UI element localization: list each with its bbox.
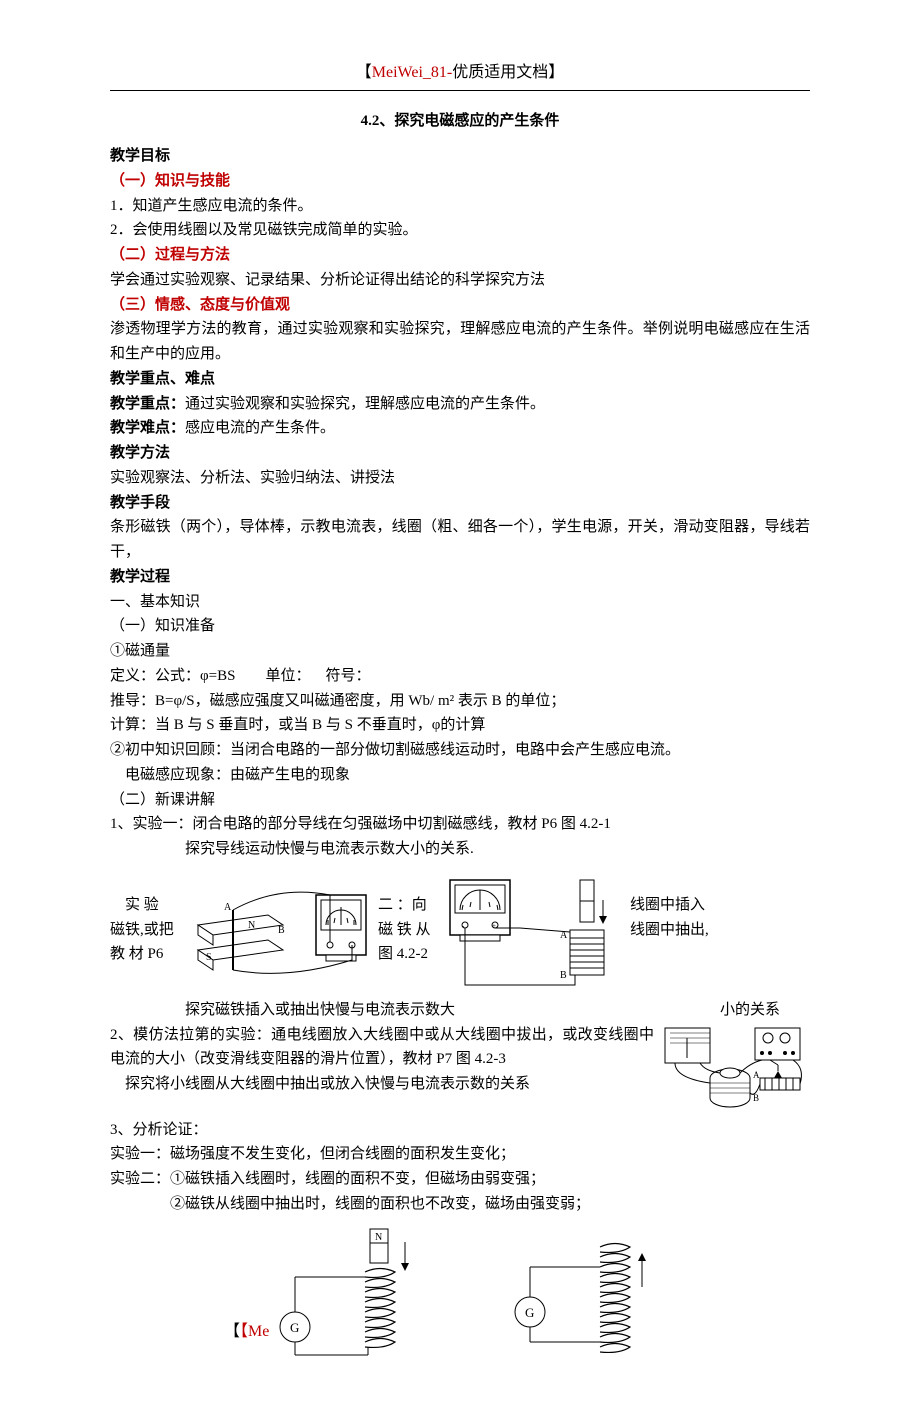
exp3-l2: 探究将小线圈从大线圈中抽出或放入快慢与电流表示数的关系 xyxy=(110,1072,654,1097)
exp2-left1: 实 验 xyxy=(110,893,178,918)
exp3-l1: 2、模仿法拉第的实验：通电线圈放入大线圈中或从大线圈中拔出，或改变线圈中电流的大… xyxy=(110,1023,654,1073)
exp1-l1: 1、实验一：闭合电路的部分导线在匀强磁场中切割磁感线，教材 P6 图 4.2-1 xyxy=(110,812,810,837)
process-a2: （二）新课讲解 xyxy=(110,788,810,813)
header-rule xyxy=(110,90,810,91)
process-a1: （一）知识准备 xyxy=(110,614,810,639)
brand-text: MeiWei_81- xyxy=(372,64,452,81)
exp2-row: 实 验 磁铁,或把 教 材 P6 N S xyxy=(110,870,810,990)
exp2-right2: 线圈中抽出, xyxy=(630,918,709,943)
flux-l5: ②初中知识回顾：当闭合电路的一部分做切割磁感线运动时，电路中会产生感应电流。 xyxy=(110,738,810,763)
focus-p2-label: 教学难点： xyxy=(110,420,185,436)
analysis-l2: 实验一：磁场强度不发生变化，但闭合线圈的面积发生变化； xyxy=(110,1142,810,1167)
focus-p1: 教学重点：通过实验观察和实验探究，理解感应电流的产生条件。 xyxy=(110,392,810,417)
goals-sub3: （三）情感、态度与价值观 xyxy=(110,293,810,318)
focus-p2: 教学难点：感应电流的产生条件。 xyxy=(110,416,810,441)
focus-p1-text: 通过实验观察和实验探究，理解感应电流的产生条件。 xyxy=(185,396,545,412)
figure-bottom-left: N G xyxy=(250,1227,450,1367)
process-heading: 教学过程 xyxy=(110,565,810,590)
figure-bottom-left-wrap: N G xyxy=(250,1227,450,1367)
bracket-left: 【 xyxy=(356,64,372,81)
exp1-l2: 探究导线运动快慢与电流表示数大小的关系. xyxy=(110,837,810,862)
document-title: 4.2、探究电磁感应的产生条件 xyxy=(110,109,810,134)
goals-s3-p1: 渗透物理学方法的教育，通过实验观察和实验探究，理解感应电流的产生条件。举例说明电… xyxy=(110,317,810,367)
bottom-figures: N G xyxy=(110,1227,810,1367)
figure-bottom-right: G xyxy=(490,1227,670,1367)
svg-text:+: + xyxy=(492,922,496,930)
svg-text:N: N xyxy=(375,1232,382,1243)
page-header: 【MeiWei_81-优质适用文档】 xyxy=(110,60,810,86)
svg-text:A: A xyxy=(224,902,232,913)
analysis-l3: 实验二：①磁铁插入线圈时，线圈的面积不变，但磁场由弱变强； xyxy=(110,1167,810,1192)
method-p: 实验观察法、分析法、实验归纳法、讲授法 xyxy=(110,466,810,491)
goals-sub2: （二）过程与方法 xyxy=(110,243,810,268)
process-a: 一、基本知识 xyxy=(110,590,810,615)
goals-s2-p1: 学会通过实验观察、记录结果、分析论证得出结论的科学探究方法 xyxy=(110,268,810,293)
flux-l4: 计算：当 B 与 S 垂直时，或当 B 与 S 不垂直时，φ的计算 xyxy=(110,713,810,738)
goals-heading: 教学目标 xyxy=(110,144,810,169)
exp2-mid2: 磁 铁 从 xyxy=(378,918,440,943)
goals-s1-p2: 2．会使用线圈以及常见磁铁完成简单的实验。 xyxy=(110,218,810,243)
exp2-left2: 磁铁,或把 xyxy=(110,918,178,943)
svg-text:G: G xyxy=(525,1305,534,1320)
exp3-text: 2、模仿法拉第的实验：通电线圈放入大线圈中或从大线圈中拔出，或改变线圈中电流的大… xyxy=(110,1023,654,1097)
exp2-right3 xyxy=(630,942,709,967)
footer-brand: 【Me xyxy=(240,1323,269,1340)
exp2-left3: 教 材 P6 xyxy=(110,942,178,967)
analysis-l4: ②磁铁从线圈中抽出时，线圈的面积也不改变，磁场由强变弱； xyxy=(110,1192,810,1217)
svg-text:S: S xyxy=(206,952,212,963)
exp2-mid1: 二 ：向 xyxy=(378,893,440,918)
means-p: 条形磁铁（两个），导体棒，示教电流表，线圈（粗、细各一个），学生电源，开关，滑动… xyxy=(110,515,810,565)
exp2-tail-row: 探究磁铁插入或抽出快慢与电流表示数大 小的关系 xyxy=(110,998,810,1023)
flux-l1: ①磁通量 xyxy=(110,639,810,664)
exp3-section: 2、模仿法拉第的实验：通电线圈放入大线圈中或从大线圈中拔出，或改变线圈中电流的大… xyxy=(110,1023,810,1118)
exp2-tail: 探究磁铁插入或抽出快慢与电流表示数大 xyxy=(110,998,720,1023)
focus-heading: 教学重点、难点 xyxy=(110,367,810,392)
method-heading: 教学方法 xyxy=(110,441,810,466)
exp2-left-col: 实 验 磁铁,或把 教 材 P6 xyxy=(110,893,178,967)
footer-watermark: 【【Me xyxy=(224,1319,269,1345)
goals-s1-p1: 1．知道产生感应电流的条件。 xyxy=(110,194,810,219)
exp2-mid3: 图 4.2-2 xyxy=(378,942,440,967)
svg-text:G: G xyxy=(290,1320,299,1335)
svg-text:B: B xyxy=(560,970,567,981)
header-suffix: 优质适用文档】 xyxy=(452,64,564,81)
exp2-tail-r: 小的关系 xyxy=(720,998,810,1023)
figure-4-2-1: N S A B xyxy=(178,875,378,985)
flux-l6: 电磁感应现象：由磁产生电的现象 xyxy=(110,763,810,788)
flux-l3: 推导：B=φ/S，磁感应强度又叫磁通密度，用 Wb/ m² 表示 B 的单位； xyxy=(110,689,810,714)
goals-sub1: （一）知识与技能 xyxy=(110,169,810,194)
footer-bracket: 【 xyxy=(224,1323,240,1340)
figure-4-2-3: A B xyxy=(660,1023,810,1118)
exp2-right1: 线圈中插入 xyxy=(630,893,709,918)
focus-p2-text: 感应电流的产生条件。 xyxy=(185,420,335,436)
svg-text:N: N xyxy=(248,920,255,931)
means-heading: 教学手段 xyxy=(110,491,810,516)
document-page: 【MeiWei_81-优质适用文档】 4.2、探究电磁感应的产生条件 教学目标 … xyxy=(0,0,920,1407)
exp2-right-col: 线圈中插入 线圈中抽出, xyxy=(630,893,709,967)
analysis-l1: 3、分析论证： xyxy=(110,1118,810,1143)
exp2-mid-col: 二 ：向 磁 铁 从 图 4.2-2 xyxy=(378,893,440,967)
figure-4-2-2: - + A B xyxy=(440,870,630,990)
flux-l2: 定义：公式：φ=BS 单位： 符号： xyxy=(110,664,810,689)
svg-text:B: B xyxy=(278,925,285,936)
focus-p1-label: 教学重点： xyxy=(110,396,185,412)
svg-text:A: A xyxy=(753,1070,760,1080)
